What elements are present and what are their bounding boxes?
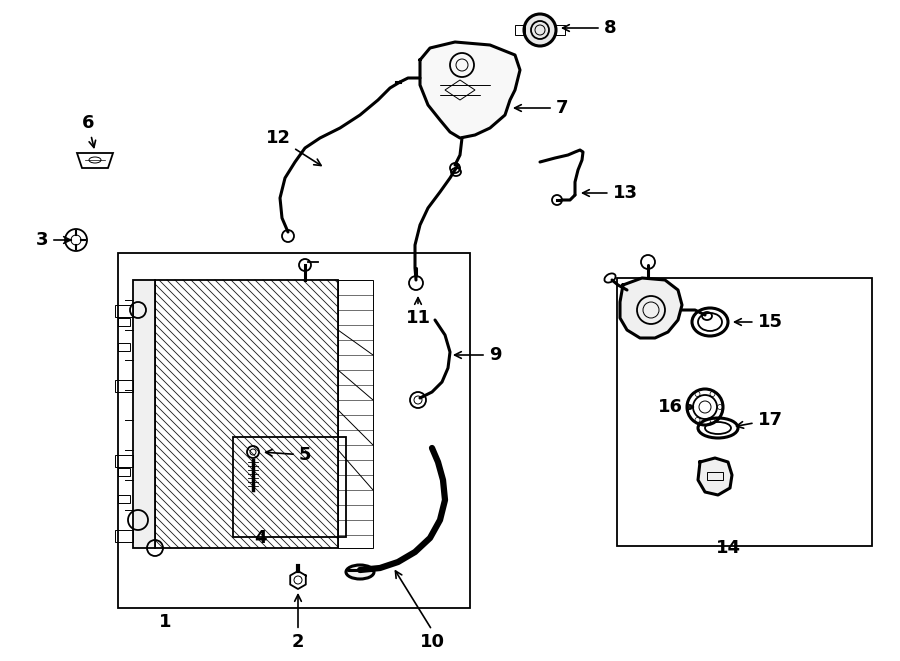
Text: 7: 7	[515, 99, 568, 117]
Bar	[617, 278, 872, 546]
Bar	[115, 455, 133, 467]
Bar	[118, 253, 470, 608]
Text: 9: 9	[454, 346, 501, 364]
Bar	[118, 318, 130, 326]
Bar	[118, 468, 130, 476]
Text: 17: 17	[736, 411, 782, 429]
Text: 3: 3	[36, 231, 70, 249]
Text: 11: 11	[406, 297, 430, 327]
Bar	[555, 25, 565, 35]
Polygon shape	[420, 42, 520, 138]
Polygon shape	[620, 278, 682, 338]
Bar	[115, 305, 133, 317]
Text: 13: 13	[582, 184, 637, 202]
Text: 15: 15	[734, 313, 782, 331]
Bar	[155, 280, 338, 548]
Bar	[118, 495, 130, 503]
Ellipse shape	[346, 565, 374, 579]
Bar	[338, 280, 373, 548]
Text: 14: 14	[716, 539, 741, 557]
Text: 16: 16	[658, 398, 693, 416]
Text: 1: 1	[158, 613, 171, 631]
Bar	[118, 343, 130, 351]
Bar	[707, 472, 723, 480]
Text: 2: 2	[292, 595, 304, 651]
Text: 12: 12	[266, 129, 321, 165]
Text: 6: 6	[82, 114, 95, 147]
Bar	[515, 25, 525, 35]
Bar	[115, 530, 133, 542]
Text: 8: 8	[562, 19, 616, 37]
Circle shape	[524, 14, 556, 46]
Bar	[133, 280, 155, 548]
Text: 5: 5	[266, 446, 311, 464]
Text: 10: 10	[419, 633, 445, 651]
Polygon shape	[698, 458, 732, 495]
Bar	[233, 437, 346, 537]
Bar	[115, 380, 133, 392]
Text: 4: 4	[254, 529, 266, 547]
